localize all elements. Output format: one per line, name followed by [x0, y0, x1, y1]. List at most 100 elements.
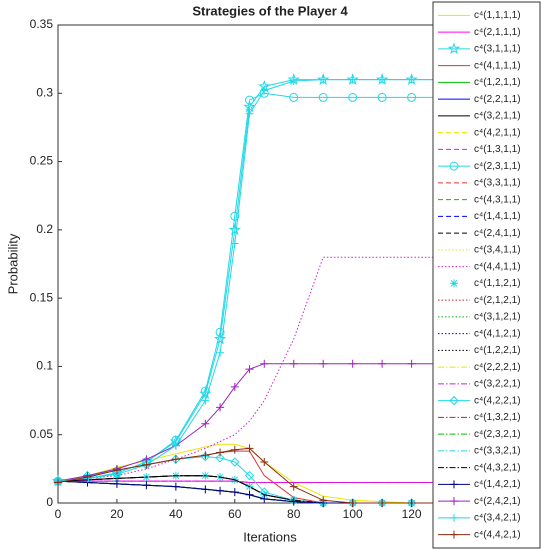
marker [243, 100, 256, 113]
marker [171, 455, 180, 464]
marker [450, 279, 458, 288]
legend-label: c⁴(1,1,2,1) [474, 278, 521, 289]
legend-label: c⁴(3,2,2,1) [474, 379, 521, 390]
marker [450, 480, 458, 489]
series-line [58, 480, 500, 483]
marker [171, 441, 180, 450]
marker [319, 496, 328, 505]
marker [348, 75, 357, 84]
series-line [57, 79, 500, 482]
marker [407, 92, 417, 102]
marker [171, 482, 180, 491]
marker [289, 482, 298, 491]
marker [407, 499, 416, 507]
marker [377, 92, 387, 102]
legend-label: c⁴(2,2,2,1) [474, 362, 521, 373]
marker [447, 42, 461, 55]
x-tick-label: 60 [228, 507, 242, 521]
chart-title: Strategies of the Player 4 [192, 3, 348, 18]
legend-label: c⁴(2,4,2,1) [474, 496, 521, 507]
legend-label: c⁴(1,2,2,1) [474, 345, 521, 356]
marker [245, 109, 254, 118]
legend-label: c⁴(1,3,1,1) [474, 144, 521, 155]
y-tick-label: 0.3 [36, 85, 53, 99]
series-line [57, 447, 500, 504]
y-tick-label: 0.2 [36, 222, 53, 236]
y-tick-label: 0.25 [30, 154, 54, 168]
marker [245, 95, 255, 105]
marker [230, 457, 240, 467]
x-tick-label: 20 [110, 507, 124, 521]
marker [213, 332, 227, 345]
marker [230, 488, 239, 497]
legend-label: c⁴(4,4,1,1) [474, 261, 521, 272]
marker [245, 490, 254, 499]
legend-label: c⁴(3,1,1,1) [474, 44, 521, 55]
marker [112, 479, 121, 488]
marker [260, 359, 269, 368]
legend-label: c⁴(3,4,1,1) [474, 245, 521, 256]
legend-label: c⁴(4,1,1,1) [474, 60, 521, 71]
legend-label: c⁴(2,1,2,1) [474, 295, 521, 306]
marker [348, 359, 357, 368]
marker [319, 359, 328, 368]
y-tick-label: 0.1 [36, 359, 53, 373]
marker [201, 419, 210, 428]
marker [216, 486, 225, 495]
marker [215, 453, 225, 463]
marker [319, 75, 328, 84]
legend-label: c⁴(2,3,2,1) [474, 429, 521, 440]
marker [450, 530, 458, 539]
legend-label: c⁴(3,1,2,1) [474, 312, 521, 323]
marker [348, 92, 358, 102]
legend-label: c⁴(1,4,1,1) [474, 211, 521, 222]
legend-box [432, 1, 541, 549]
marker [348, 499, 357, 507]
x-tick-label: 100 [343, 507, 363, 521]
series-line [57, 92, 500, 482]
marker [201, 396, 210, 405]
marker [289, 497, 298, 506]
marker [216, 348, 225, 357]
marker [54, 478, 62, 487]
marker [142, 460, 151, 469]
x-tick-label: 0 [55, 507, 62, 521]
legend-label: c⁴(4,2,2,1) [474, 395, 521, 406]
marker [245, 444, 254, 453]
marker [230, 382, 239, 391]
marker [230, 211, 240, 221]
y-axis-label: Probability [5, 233, 20, 294]
marker [289, 76, 298, 85]
marker [260, 458, 269, 467]
marker [83, 473, 92, 482]
series-line [57, 363, 500, 482]
legend-label: c⁴(3,3,1,1) [474, 178, 521, 189]
y-tick-label: 0.35 [30, 17, 54, 31]
marker [449, 161, 459, 171]
legend-label: c⁴(1,3,2,1) [474, 412, 521, 423]
marker [216, 403, 225, 412]
y-tick-label: 0.15 [30, 290, 54, 304]
x-tick-label: 120 [402, 507, 422, 521]
legend-label: c⁴(4,4,2,1) [474, 529, 521, 540]
legend: c⁴(1,1,1,1) c⁴(2,1,1,1) c⁴(3,1,1,1) c⁴(4,1,… [432, 1, 541, 549]
legend-label: c⁴(4,2,1,1) [474, 127, 521, 138]
x-tick-label: 40 [169, 507, 183, 521]
marker [378, 75, 387, 84]
legend-label: c⁴(3,3,2,1) [474, 446, 521, 457]
marker [228, 223, 242, 236]
marker [201, 485, 210, 494]
marker [378, 499, 387, 507]
marker [260, 86, 269, 95]
marker [230, 445, 239, 454]
x-axis-label: Iterations [243, 529, 297, 544]
marker [289, 92, 299, 102]
marker [244, 470, 255, 481]
marker [215, 327, 225, 337]
legend-label: c⁴(4,3,1,1) [474, 194, 521, 205]
marker [407, 75, 416, 84]
legend-label: c⁴(3,2,1,1) [474, 111, 521, 122]
marker [260, 494, 269, 503]
marker [450, 513, 458, 522]
